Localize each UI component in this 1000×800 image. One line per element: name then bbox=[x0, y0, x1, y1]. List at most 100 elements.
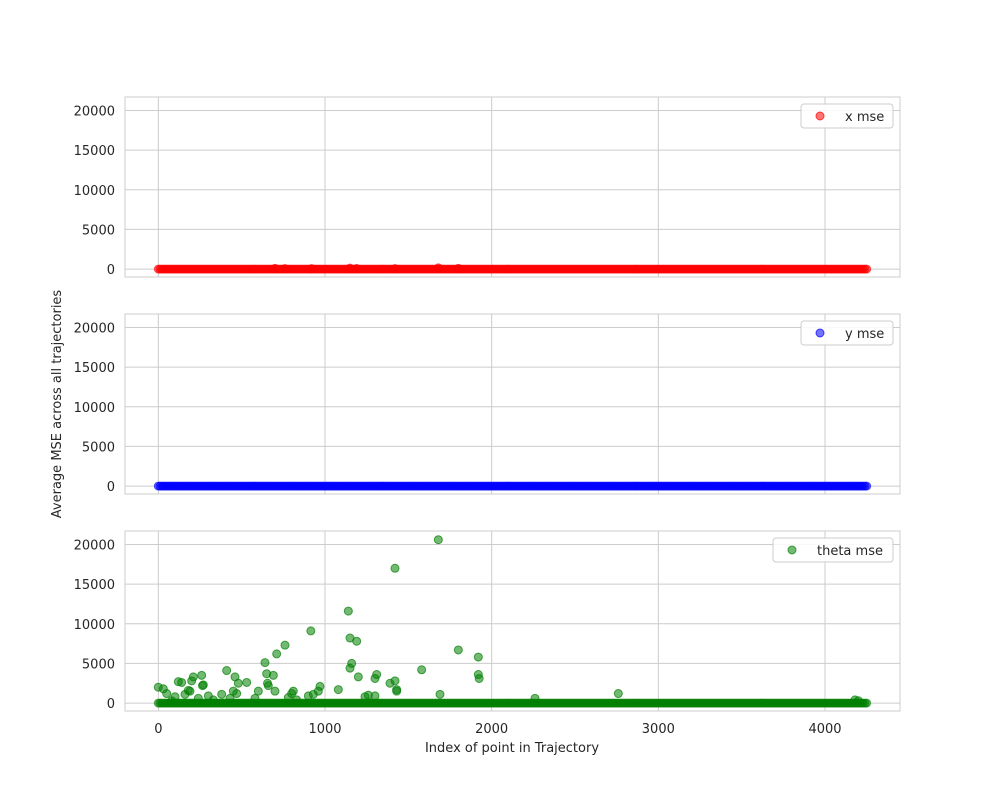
legend-box bbox=[800, 103, 894, 129]
data-point bbox=[372, 670, 382, 680]
legend-marker bbox=[787, 545, 797, 555]
x-tick-label: 2000 bbox=[475, 722, 508, 737]
data-point bbox=[453, 263, 463, 273]
y-tick-label: 15000 bbox=[74, 144, 115, 159]
legend-box bbox=[772, 537, 894, 563]
data-point bbox=[197, 670, 207, 680]
x-tick-label: 4000 bbox=[808, 722, 841, 737]
data-point bbox=[242, 677, 252, 687]
series-points bbox=[153, 263, 872, 274]
data-point bbox=[217, 689, 227, 699]
data-point bbox=[250, 693, 260, 703]
legend-label: x mse bbox=[845, 110, 884, 125]
legend-marker bbox=[815, 111, 825, 121]
data-point bbox=[272, 649, 282, 659]
data-point bbox=[390, 563, 400, 573]
data-point bbox=[370, 691, 380, 701]
legend: x mse bbox=[800, 103, 894, 129]
y-tick-label: 15000 bbox=[74, 578, 115, 593]
data-point bbox=[390, 676, 400, 686]
legend-label: theta mse bbox=[817, 544, 883, 559]
y-tick-label: 10000 bbox=[74, 401, 115, 416]
x-mse-panel: 0 5000 10000 15000 20000 x mse bbox=[74, 96, 901, 278]
data-point bbox=[862, 264, 872, 274]
x-axis-label: Index of point in Trajectory bbox=[425, 741, 599, 756]
data-point bbox=[208, 695, 218, 705]
x-tick-label: 1000 bbox=[308, 722, 341, 737]
data-point bbox=[433, 263, 443, 273]
series-points bbox=[153, 535, 872, 708]
data-point bbox=[222, 666, 232, 676]
data-point bbox=[390, 264, 400, 274]
y-tick-label: 10000 bbox=[74, 618, 115, 633]
data-point bbox=[347, 658, 357, 668]
data-point bbox=[453, 645, 463, 655]
data-point bbox=[185, 686, 195, 696]
data-point bbox=[392, 686, 402, 696]
x-tick-label: 3000 bbox=[642, 722, 675, 737]
y-tick-label: 5000 bbox=[82, 440, 115, 455]
series-points bbox=[153, 481, 872, 491]
data-point bbox=[352, 264, 362, 274]
data-point bbox=[333, 685, 343, 695]
data-point bbox=[260, 658, 270, 668]
theta-mse-panel: 0 5000 10000 15000 20000 0 1000 2000 3000 4000 the… bbox=[74, 530, 901, 737]
axes-frame bbox=[124, 96, 901, 278]
data-point bbox=[177, 677, 187, 687]
data-point bbox=[225, 693, 235, 703]
data-point bbox=[233, 678, 243, 688]
data-point bbox=[268, 670, 278, 680]
data-point bbox=[352, 636, 362, 646]
data-point bbox=[170, 692, 180, 702]
legend: y mse bbox=[800, 320, 894, 346]
data-point bbox=[270, 263, 280, 273]
y-tick-label: 0 bbox=[107, 480, 115, 495]
axes-frame bbox=[124, 313, 901, 495]
y-tick-label: 0 bbox=[107, 697, 115, 712]
x-tick-label: 0 bbox=[154, 722, 162, 737]
y-tick-label: 20000 bbox=[74, 321, 115, 336]
data-point bbox=[433, 535, 443, 545]
y-tick-label: 5000 bbox=[82, 223, 115, 238]
legend-marker bbox=[815, 328, 825, 338]
y-tick-label: 10000 bbox=[74, 184, 115, 199]
data-point bbox=[270, 686, 280, 696]
data-point bbox=[474, 673, 484, 683]
data-point bbox=[288, 686, 298, 696]
y-tick-label: 5000 bbox=[82, 657, 115, 672]
data-point bbox=[307, 264, 317, 274]
data-point bbox=[315, 681, 325, 691]
data-point bbox=[353, 672, 363, 682]
axes-frame bbox=[124, 530, 901, 712]
y-tick-label: 20000 bbox=[74, 538, 115, 553]
data-point bbox=[232, 689, 242, 699]
y-mse-panel: 0 5000 10000 15000 20000 y mse bbox=[74, 313, 901, 495]
data-point bbox=[306, 626, 316, 636]
data-point bbox=[280, 264, 290, 274]
data-point bbox=[862, 698, 872, 708]
data-point bbox=[198, 680, 208, 690]
data-point bbox=[280, 640, 290, 650]
data-point bbox=[343, 606, 353, 616]
legend-label: y mse bbox=[845, 327, 884, 342]
data-point bbox=[435, 689, 445, 699]
legend: theta mse bbox=[772, 537, 894, 563]
legend-box bbox=[800, 320, 894, 346]
data-point bbox=[162, 689, 172, 699]
data-point bbox=[530, 693, 540, 703]
y-axis-label: Average MSE across all trajectories bbox=[50, 290, 65, 519]
data-point bbox=[473, 652, 483, 662]
y-tick-label: 20000 bbox=[74, 104, 115, 119]
data-point bbox=[188, 672, 198, 682]
data-point bbox=[862, 481, 872, 491]
data-point bbox=[193, 693, 203, 703]
data-point bbox=[263, 681, 273, 691]
data-point bbox=[417, 665, 427, 675]
y-tick-label: 15000 bbox=[74, 361, 115, 376]
data-point bbox=[253, 686, 263, 696]
y-tick-label: 0 bbox=[107, 263, 115, 278]
data-point bbox=[292, 695, 302, 705]
data-point bbox=[853, 696, 863, 706]
